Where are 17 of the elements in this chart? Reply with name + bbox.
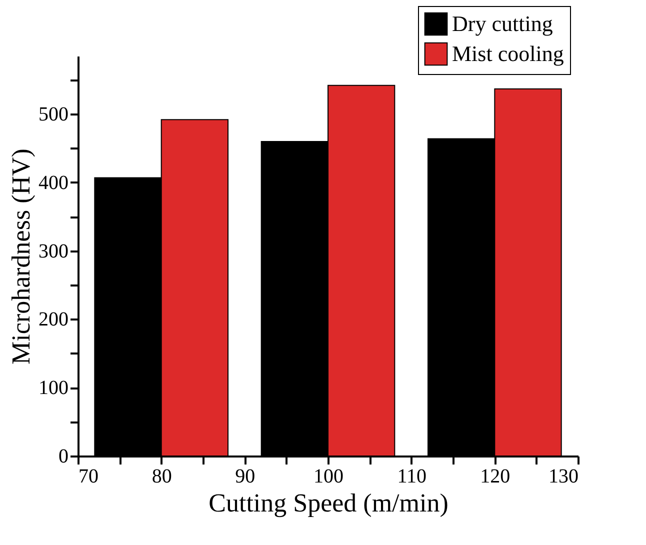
legend-label: Mist cooling	[452, 41, 564, 66]
x-tick-label: 80	[152, 466, 172, 488]
y-tick-label: 300	[38, 240, 68, 262]
x-tick-label: 90	[235, 466, 256, 488]
y-axis-title: Microhardness (HV)	[6, 148, 36, 364]
y-tick-label: 500	[38, 104, 68, 126]
legend-label: Dry cutting	[452, 11, 553, 36]
x-tick-label: 120	[480, 466, 510, 488]
y-tick-label: 0	[58, 446, 68, 468]
x-tick-label: 130	[548, 466, 578, 488]
y-tick-label: 200	[38, 308, 68, 331]
x-tick-label: 70	[78, 466, 98, 488]
x-tick-label: 100	[314, 466, 344, 488]
x-axis-title: Cutting Speed (m/min)	[208, 488, 448, 518]
y-tick-label: 100	[38, 377, 68, 400]
y-tick-label: 400	[38, 172, 68, 194]
x-tick-label: 110	[397, 466, 426, 488]
